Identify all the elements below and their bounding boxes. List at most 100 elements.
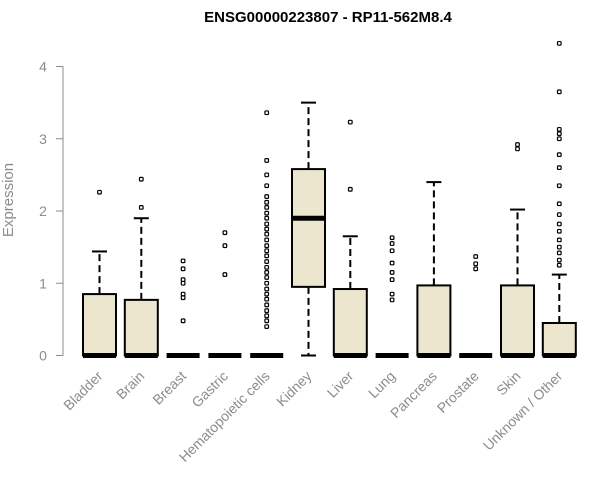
outlier-point [473, 254, 479, 259]
boxes-layer [82, 40, 577, 358]
outlier-point [556, 237, 562, 243]
box-iqr [291, 168, 326, 288]
outlier-point [264, 204, 270, 210]
box-group [500, 142, 535, 358]
box-group [291, 101, 326, 357]
outlier-point [264, 253, 270, 259]
x-category-label: Prostate [434, 368, 482, 416]
outlier-point [556, 131, 562, 137]
box-group [375, 235, 409, 358]
y-axis-label: Expression [0, 163, 17, 237]
outlier-point [515, 146, 520, 152]
x-category-label: Unknown / Other [480, 368, 566, 454]
box-iqr [500, 284, 535, 357]
outlier-point [515, 142, 520, 147]
outlier-point [264, 318, 270, 324]
outlier-point [556, 228, 562, 234]
box-group [166, 258, 200, 358]
outlier-point [389, 241, 395, 246]
outlier-point [97, 189, 102, 195]
outlier-point [556, 221, 562, 227]
outlier-point [264, 286, 270, 292]
outlier-point [556, 89, 562, 95]
outlier-point [556, 40, 562, 46]
x-category-label: Bladder [60, 368, 106, 414]
outlier-point [556, 250, 562, 256]
outlier-point [180, 277, 186, 283]
outlier-point [389, 291, 395, 297]
box-group [82, 189, 117, 358]
outlier-point [264, 308, 270, 314]
x-category-label: Liver [324, 368, 357, 401]
outlier-point [473, 266, 479, 272]
outlier-point [180, 266, 186, 272]
outlier-point [389, 297, 395, 303]
outlier-point [389, 248, 395, 254]
box-group [416, 181, 452, 358]
outlier-point [222, 272, 228, 277]
outlier-point [556, 262, 562, 268]
outlier-point [556, 201, 562, 207]
outlier-point [389, 277, 395, 283]
outlier-point [556, 257, 562, 263]
outlier-point [347, 119, 353, 125]
chart-title: ENSG00000223807 - RP11-562M8.4 [204, 9, 452, 26]
outlier-point [264, 110, 270, 116]
outlier-point [556, 136, 562, 142]
y-tick-label: 4 [39, 59, 47, 75]
outlier-point [264, 270, 270, 275]
outlier-point [347, 186, 353, 192]
box-group [250, 110, 284, 358]
outlier-point [264, 248, 270, 254]
outlier-point [138, 204, 144, 210]
outlier-point [556, 126, 562, 132]
box-iqr [416, 284, 452, 357]
outlier-point [180, 318, 186, 324]
outlier-point [473, 261, 479, 267]
x-category-label: Kidney [273, 368, 315, 410]
box-group [459, 254, 493, 358]
outlier-point [264, 231, 270, 237]
outlier-point [389, 235, 395, 241]
x-category-label: Lung [365, 368, 398, 401]
outlier-point [264, 158, 270, 163]
outlier-point [556, 152, 562, 158]
outlier-point [264, 215, 270, 221]
outlier-point [264, 221, 270, 227]
box-group [123, 176, 159, 358]
outlier-point [556, 212, 562, 218]
outlier-point [556, 165, 562, 171]
outlier-point [389, 260, 395, 266]
outlier-point [264, 194, 270, 199]
y-tick-label: 3 [39, 131, 47, 147]
outlier-point [264, 183, 270, 189]
outlier-point [556, 183, 562, 189]
outlier-point [264, 280, 270, 286]
box-iqr [82, 293, 117, 357]
outlier-point [556, 244, 562, 250]
box-iqr [123, 298, 159, 357]
box-iqr [332, 288, 368, 357]
outlier-point [180, 291, 186, 297]
outlier-point [264, 237, 270, 243]
outlier-point [264, 291, 270, 297]
outlier-point [138, 176, 144, 182]
y-tick-label: 2 [39, 203, 47, 219]
outlier-point [264, 199, 270, 205]
x-category-label: Brain [113, 368, 147, 402]
box-group [208, 230, 242, 358]
outlier-point [264, 210, 270, 216]
outlier-point [264, 226, 270, 232]
box-iqr [541, 321, 577, 357]
box-group [332, 119, 368, 358]
outlier-point [222, 243, 228, 249]
outlier-point [264, 243, 270, 249]
y-axis: 0 1 2 3 4 [39, 59, 64, 364]
outlier-point [264, 275, 270, 280]
outlier-point [264, 264, 270, 270]
x-category-label: Breast [149, 368, 189, 408]
outlier-point [264, 172, 270, 178]
